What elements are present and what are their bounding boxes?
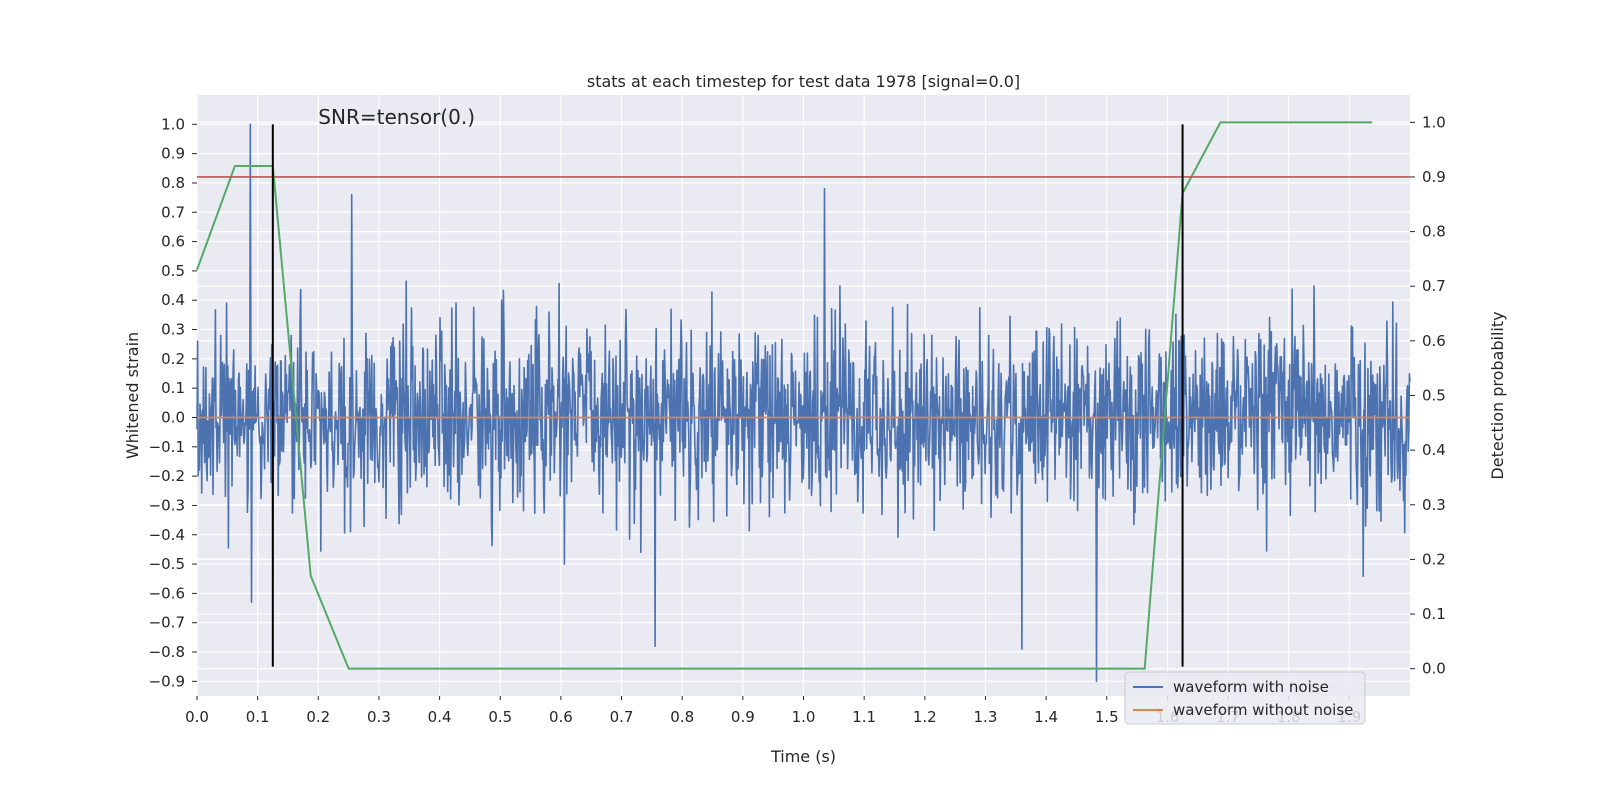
x-tick-label-14: 1.4 [1034,708,1058,726]
y-tick-label-0: 1.0 [161,115,185,133]
series-detection-probability [196,121,1373,670]
y-tick-label-15: −0.5 [149,555,185,573]
y2-tick-label-9: 0.1 [1422,605,1446,623]
y2-tick-label-2: 0.8 [1422,223,1446,241]
y2-tick-label-0: 1.0 [1422,113,1446,131]
chart-title: stats at each timestep for test data 197… [587,72,1020,91]
y2-tick-label-6: 0.4 [1422,441,1446,459]
reference-lines [197,124,1410,667]
y2-tick-label-3: 0.7 [1422,277,1446,295]
x-tick-label-6: 0.6 [549,708,573,726]
y-tick-label-4: 0.6 [161,233,185,251]
y-tick-label-3: 0.7 [161,203,185,221]
x-tick-label-10: 1.0 [792,708,816,726]
legend: waveform with noise waveform without noi… [1124,671,1366,725]
x-tick-label-2: 0.2 [306,708,330,726]
y-tick-label-2: 0.8 [161,174,185,192]
x-tick-label-1: 0.1 [246,708,270,726]
y2-axis-title: Detection probability [1488,311,1507,479]
y-tick-label-19: −0.9 [149,672,185,690]
x-tick-label-15: 1.5 [1095,708,1119,726]
x-tick-label-8: 0.8 [670,708,694,726]
x-tick-label-0: 0.0 [185,708,209,726]
y-tick-label-11: −0.1 [149,438,185,456]
legend-label-clean: waveform without noise [1173,701,1353,719]
tick-labels: 0.0 0.1 0.2 0.3 0.4 0.5 0.6 0.7 0.8 0.9 1.0 1.1 1.2 1… [149,113,1446,726]
x-tick-label-11: 1.1 [852,708,876,726]
y2-tick-label-8: 0.2 [1422,550,1446,568]
y-tick-label-14: −0.4 [149,526,185,544]
y-tick-label-5: 0.5 [161,262,185,280]
y-tick-label-7: 0.3 [161,321,185,339]
y-tick-label-17: −0.7 [149,614,185,632]
y-tick-label-1: 0.9 [161,145,185,163]
legend-label-noise: waveform with noise [1173,678,1329,696]
y2-tick-label-1: 0.9 [1422,168,1446,186]
y-tick-label-12: −0.2 [149,467,185,485]
y2-tick-label-7: 0.3 [1422,496,1446,514]
y-tick-label-16: −0.6 [149,584,185,602]
y-tick-label-6: 0.4 [161,291,185,309]
series-layer [196,121,1411,683]
x-tick-label-7: 0.7 [610,708,634,726]
y-tick-label-8: 0.2 [161,350,185,368]
y-tick-label-13: −0.3 [149,496,185,514]
y2-tick-label-5: 0.5 [1422,387,1446,405]
x-tick-label-13: 1.3 [974,708,998,726]
x-tick-label-9: 0.9 [731,708,755,726]
y2-tick-label-10: 0.0 [1422,660,1446,678]
x-tick-label-4: 0.4 [428,708,452,726]
legend-box [1124,671,1366,725]
x-tick-label-12: 1.2 [913,708,937,726]
x-axis-title: Time (s) [770,747,836,766]
snr-annotation: SNR=tensor(0.) [318,105,475,129]
y-tick-label-9: 0.1 [161,379,185,397]
y2-tick-label-4: 0.6 [1422,332,1446,350]
x-tick-label-5: 0.5 [488,708,512,726]
y-axis-title: Whitened strain [123,332,142,459]
y-tick-label-18: −0.8 [149,643,185,661]
x-tick-label-3: 0.3 [367,708,391,726]
y-tick-label-10: 0.0 [161,408,185,426]
